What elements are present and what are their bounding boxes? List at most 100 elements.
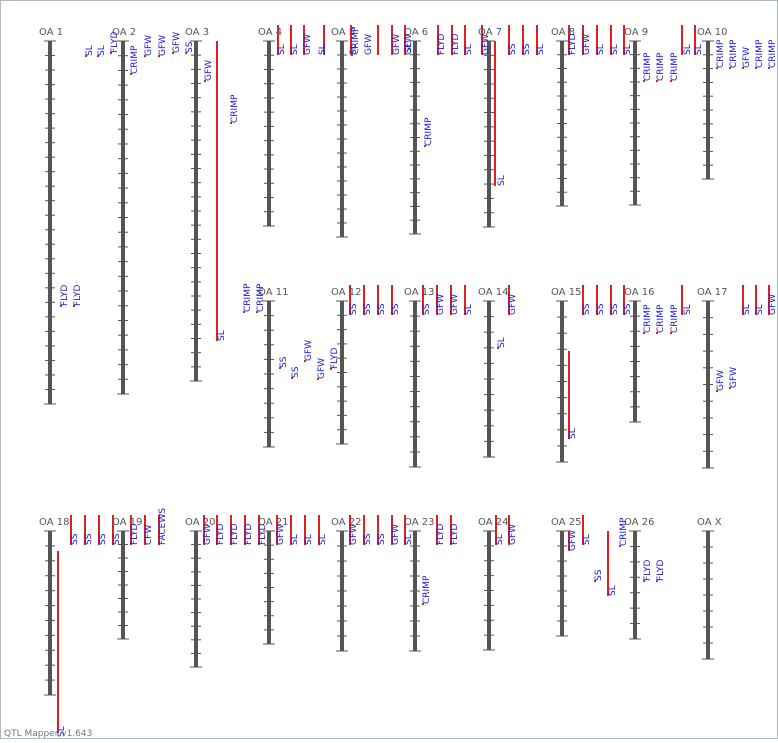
qtl-point-marker (144, 55, 146, 57)
qtl-crimp: CRIMP (643, 52, 653, 82)
qtl-gfw: GFW (508, 285, 518, 315)
chromosome-label: OA 16 (624, 287, 654, 298)
qtl-ss: SS (363, 515, 373, 545)
qtl-trait-label: FLYD (436, 524, 446, 545)
qtl-trait-label: SS (98, 533, 108, 545)
qtl-point-marker (172, 52, 174, 54)
qtl-trait-label: GFW (304, 340, 314, 361)
qtl-sl: SL (607, 531, 618, 596)
qtl-point-marker (755, 67, 757, 69)
qtl-crimp: CRIMP (230, 94, 240, 124)
qtl-trait-label: SL (610, 44, 620, 55)
qtl-trait-label: SS (422, 303, 432, 315)
qtl-gfw: GFW (204, 60, 214, 82)
qtl-trait-label: CRIMP (422, 575, 432, 604)
qtl-point-marker (279, 367, 281, 369)
qtl-trait-label: CRIMP (243, 283, 253, 312)
qtl-trait-label: SS (84, 533, 94, 545)
qtl-flyd: FLYD (258, 515, 268, 545)
qtl-crimp: CRIMP (656, 304, 666, 334)
qtl-trait-label: GFW (742, 47, 752, 68)
qtl-point-marker (110, 52, 112, 54)
qtl-gfw: GFW (582, 25, 592, 55)
qtl-gfw: GFW (349, 515, 359, 545)
qtl-sl: SL (318, 515, 328, 545)
qtl-ss: SS (70, 515, 80, 545)
qtl-ss: SS (112, 515, 122, 545)
qtl-trait-label: SL (536, 44, 546, 55)
chromosome-bar (633, 531, 637, 639)
qtl-trait-label: SL (290, 44, 300, 55)
qtl-trait-label: SS (391, 303, 401, 315)
qtl-crimp: CRIMP (424, 117, 434, 147)
qtl-point-marker (73, 305, 75, 307)
qtl-trait-label: SL (290, 534, 300, 545)
qtl-crimp: CRIMP (670, 304, 680, 334)
qtl-flyd: FLYD (244, 515, 254, 545)
qtl-ss: SS (291, 366, 301, 379)
qtl-sl: SL (755, 285, 765, 315)
qtl-ss: SS (363, 285, 373, 315)
qtl-point-marker (158, 55, 160, 57)
qtl-trait-label: FLYD (450, 524, 460, 545)
chromosome-bar (413, 301, 417, 467)
chromosome-label: OA 4 (258, 27, 282, 38)
qtl-point-marker (497, 347, 499, 349)
qtl-sl: SL (290, 25, 300, 55)
qtl-trait-label: SL (318, 534, 328, 545)
qtl-facews: FACEWS (158, 508, 168, 545)
qtl-trait-label: SL (497, 175, 507, 186)
chromosome-label: OA 26 (624, 517, 654, 528)
qtl-trait-label: SS (279, 356, 289, 368)
qtl-sl: SL (494, 41, 507, 186)
qtl-trait-label: SL (349, 44, 359, 55)
chromosome-label: OA 18 (39, 517, 69, 528)
qtl-trait-label: SL (404, 42, 414, 53)
qtl-flyd: FLYD (643, 560, 653, 582)
qtl-trait-label: CRIMP (670, 304, 680, 333)
qtl-trait-label: CRIMP (643, 304, 653, 333)
qtl-flyd: FLYD (73, 285, 83, 307)
qtl-trait-label: FLYD (244, 524, 254, 545)
chromosome-oa18: OA 18 SL SS SS SS SS (39, 515, 122, 737)
qtl-crimp: CRIMP (643, 304, 653, 334)
qtl-point-marker (643, 80, 645, 82)
qtl-ss: SS (377, 285, 387, 315)
chromosome-label: OA 21 (258, 517, 288, 528)
qtl-trait-label: GFW (729, 367, 739, 388)
qtl-trait-label: SL (694, 44, 704, 55)
qtl-sl: SL (277, 25, 287, 55)
qtl-gfw: GFW (144, 35, 154, 57)
qtl-trait-label: SS (508, 43, 518, 55)
qtl-point-marker (256, 311, 258, 313)
qtl-trait-label: GFW (276, 524, 286, 545)
qtl-point-marker (97, 55, 99, 57)
qtl-gfw: GFW (304, 340, 314, 362)
qtl-trait-label: GFW (716, 370, 726, 391)
qtl-sl: SL (742, 285, 752, 315)
chromosome-label: OA 17 (697, 287, 727, 298)
qtl-trait-label: SL (755, 304, 765, 315)
qtl-trait-label: SL (464, 44, 474, 55)
qtl-ss: SS (582, 285, 592, 315)
chromosome-oa13: OA 13 SS GFW GFW SL (404, 285, 474, 468)
qtl-sl: SL (497, 337, 507, 349)
qtl-sl: SL (681, 285, 693, 315)
qtl-point-marker (768, 67, 770, 69)
qtl-trait-label: GFW (303, 34, 313, 55)
qtl-trait-label: GFW (508, 524, 518, 545)
chromosome-bar (560, 531, 564, 636)
qtl-point-marker (424, 145, 426, 147)
qtl-crimp: CRIMP (130, 45, 140, 75)
qtl-ss: SS (508, 25, 518, 55)
qtl-flyd: FLYD (450, 515, 460, 545)
chromosome-label: OA 23 (404, 517, 434, 528)
qtl-point-marker (304, 360, 306, 362)
qtl-crimp: CRIMP (768, 39, 778, 69)
qtl-trait-label: FLYD (568, 34, 578, 55)
